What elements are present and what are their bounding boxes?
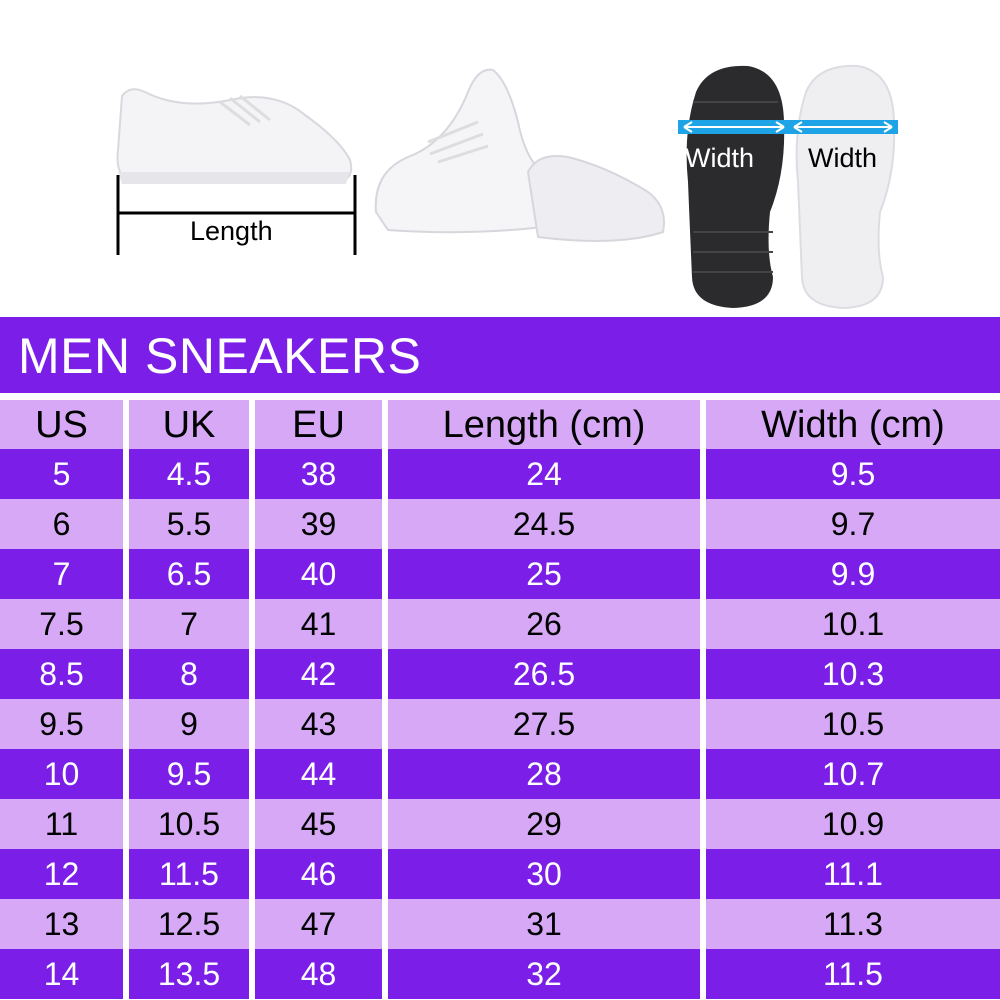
table-cell: 24.5 [388,499,700,549]
table-cell: 10.5 [129,799,249,849]
table-cell: 10.5 [706,699,1000,749]
table-cell: 40 [255,549,382,599]
table-cell: 26 [388,599,700,649]
table-cell: 9 [129,699,249,749]
table-cell: 38 [255,449,382,499]
table-cell: 14 [0,949,123,999]
column-header: EU [255,400,382,450]
table-cell: 45 [255,799,382,849]
table-cell: 11.5 [129,849,249,899]
sneaker-pair-image [374,68,665,242]
table-cell: 25 [388,549,700,599]
table-title: MEN SNEAKERS [18,328,422,384]
table-cell: 9.9 [706,549,1000,599]
table-cell: 10.3 [706,649,1000,699]
width-label-black-sole: Width [685,143,755,173]
table-cell: 4.5 [129,449,249,499]
table-cell: 11.1 [706,849,1000,899]
table-cell: 6.5 [129,549,249,599]
sneaker-side-view-image [116,88,357,255]
table-cell: 10.7 [706,749,1000,799]
table-cell: 7 [0,549,123,599]
table-cell: 5.5 [129,499,249,549]
table-cell: 31 [388,899,700,949]
table-cell: 11 [0,799,123,849]
width-label-white-sole: Width [808,143,878,173]
table-cell: 27.5 [388,699,700,749]
table-cell: 7 [129,599,249,649]
table-cell: 8.5 [0,649,123,699]
table-cell: 11.3 [706,899,1000,949]
column-header: UK [129,400,249,450]
table-cell: 6 [0,499,123,549]
table-cell: 10.9 [706,799,1000,849]
table-cell: 41 [255,599,382,649]
table-cell: 13.5 [129,949,249,999]
table-cell: 32 [388,949,700,999]
white-sole-image [790,64,898,310]
table-cell: 10.1 [706,599,1000,649]
table-cell: 9.5 [0,699,123,749]
column-header: Width (cm) [706,400,1000,450]
column-header: Length (cm) [388,400,700,450]
table-cell: 47 [255,899,382,949]
table-cell: 48 [255,949,382,999]
table-cell: 13 [0,899,123,949]
table-cell: 5 [0,449,123,499]
table-cell: 12.5 [129,899,249,949]
table-cell: 12 [0,849,123,899]
table-cell: 9.5 [129,749,249,799]
title-band [0,317,1000,393]
table-cell: 24 [388,449,700,499]
length-label: Length [190,216,273,246]
black-sole-image [678,65,790,308]
table-cell: 44 [255,749,382,799]
table-cell: 9.5 [706,449,1000,499]
table-cell: 42 [255,649,382,699]
table-cell: 7.5 [0,599,123,649]
table-cell: 46 [255,849,382,899]
table-cell: 30 [388,849,700,899]
table-cell: 8 [129,649,249,699]
table-cell: 11.5 [706,949,1000,999]
table-cell: 26.5 [388,649,700,699]
table-cell: 10 [0,749,123,799]
table-cell: 29 [388,799,700,849]
table-cell: 39 [255,499,382,549]
column-header: US [0,400,123,450]
table-cell: 43 [255,699,382,749]
table-cell: 9.7 [706,499,1000,549]
table-cell: 28 [388,749,700,799]
